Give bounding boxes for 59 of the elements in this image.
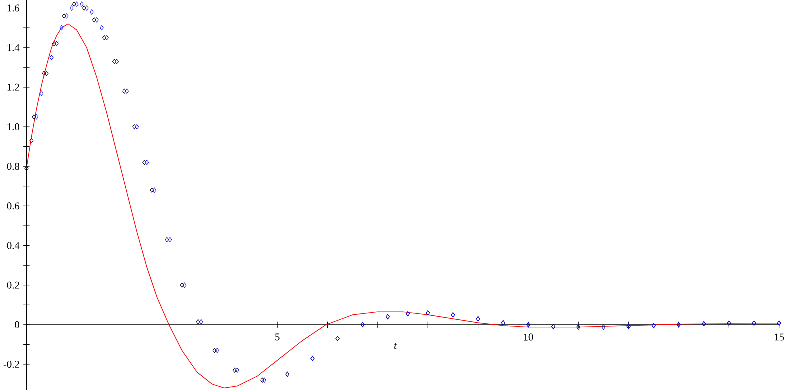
point — [54, 42, 59, 47]
point — [199, 320, 204, 325]
point — [212, 348, 217, 354]
point — [30, 138, 34, 144]
point — [180, 282, 184, 288]
point — [62, 14, 66, 19]
point — [74, 2, 79, 8]
point — [235, 368, 240, 374]
point — [72, 2, 76, 8]
point — [82, 6, 86, 12]
x-axis-title: t — [394, 343, 398, 350]
point — [90, 10, 94, 15]
point — [196, 320, 200, 325]
point — [122, 89, 127, 94]
point — [60, 26, 64, 31]
point — [152, 188, 157, 194]
point — [215, 348, 220, 354]
x-tick-label: 10 — [524, 334, 534, 341]
y-tick-label: 0.2 — [7, 282, 20, 290]
point — [168, 237, 172, 243]
y-tick-label: 1.0 — [8, 124, 20, 131]
point — [232, 368, 237, 374]
point — [105, 36, 109, 41]
point — [182, 282, 187, 288]
y-tick-label: 0 — [15, 322, 20, 329]
point — [32, 114, 36, 120]
point — [150, 188, 154, 194]
y-tick-label: 0.8 — [7, 163, 20, 170]
y-tick-label: -0.2 — [4, 361, 20, 368]
point — [145, 160, 150, 166]
point — [132, 124, 137, 130]
point — [142, 160, 147, 166]
x-tick-label: 5 — [276, 334, 280, 341]
y-tick-label: 1.6 — [8, 4, 20, 12]
point — [40, 91, 44, 96]
point — [64, 14, 69, 19]
point — [34, 114, 39, 120]
point — [84, 6, 89, 12]
point — [70, 6, 74, 12]
point — [135, 124, 140, 130]
point — [112, 59, 116, 64]
point — [42, 71, 46, 76]
point — [165, 237, 170, 243]
point — [80, 2, 84, 8]
y-tick-label: 1.2 — [8, 84, 20, 92]
point — [94, 18, 99, 23]
point — [50, 55, 54, 60]
y-tick-label: 0.6 — [7, 202, 20, 210]
point — [24, 166, 29, 172]
point — [52, 42, 56, 47]
y-tick-label: 1.4 — [8, 44, 20, 52]
x-tick-label: 15 — [775, 334, 784, 341]
point — [100, 26, 104, 31]
point — [125, 89, 130, 94]
y-tick-label: 0.4 — [7, 242, 20, 250]
point — [44, 71, 49, 76]
point — [102, 36, 106, 41]
point — [92, 18, 96, 23]
point — [115, 59, 119, 64]
